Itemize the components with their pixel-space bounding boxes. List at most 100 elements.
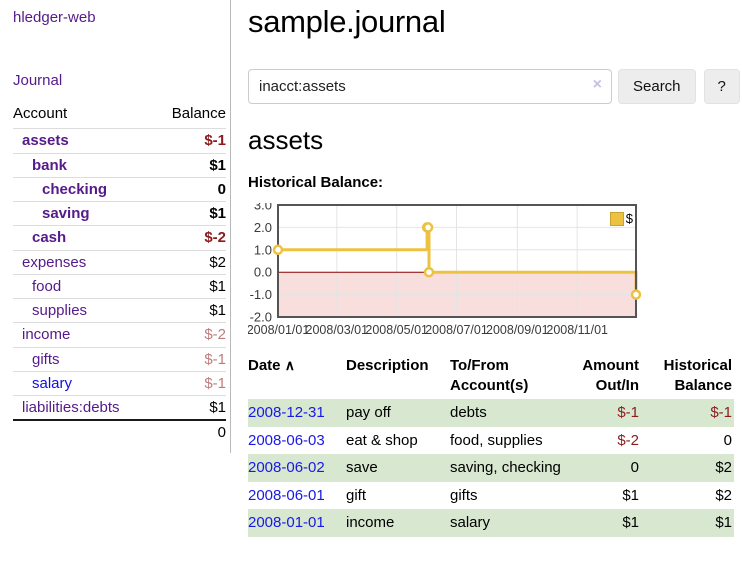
transaction-description: gift — [346, 486, 367, 504]
legend-label: $ — [625, 211, 633, 226]
account-row: supplies $1 — [13, 297, 226, 323]
series-swatch-icon — [609, 211, 624, 226]
transaction-accounts: food, supplies — [450, 431, 543, 449]
sidebar-account-link[interactable]: salary — [32, 374, 73, 392]
register-header-balance: Historical Balance — [663, 357, 732, 394]
transaction-date-link[interactable]: 2008-12-31 — [248, 404, 325, 421]
accounts-total-value: 0 — [154, 419, 226, 445]
transaction-accounts: salary — [450, 509, 570, 537]
transaction-row: 2008-06-02 save saving, checking 0 $2 — [248, 454, 734, 482]
transaction-accounts: gifts — [450, 486, 478, 504]
main-content: sample.journal × Search ? assets Histori… — [231, 0, 742, 537]
svg-text:-2.0: -2.0 — [250, 310, 272, 325]
sidebar-account-link[interactable]: cash — [32, 229, 67, 247]
transaction-date-link[interactable]: 2008-06-01 — [248, 486, 325, 504]
svg-text:2008/09/01: 2008/09/01 — [486, 323, 549, 337]
account-row: cash $-2 — [13, 225, 226, 250]
account-row: salary $-1 — [13, 370, 226, 396]
search-box: × — [248, 69, 612, 104]
app-title-link[interactable]: hledger-web — [13, 9, 96, 26]
transaction-description: save — [346, 454, 450, 482]
historical-balance-chart: 3.0 2.0 1.0 0.0 -1.0 -2.0 2008/01/01 2008/03/01… — [248, 203, 650, 339]
account-row: income $-2 — [13, 322, 226, 347]
register-header-description: Description — [346, 357, 429, 374]
svg-text:3.0: 3.0 — [254, 203, 272, 213]
clear-search-icon[interactable]: × — [592, 76, 602, 93]
account-name-cell: cash — [13, 225, 155, 250]
register-header-row: Date ∧ Description To/From Account(s) Am… — [248, 354, 734, 399]
account-name-cell: saving — [13, 200, 155, 226]
chart-legend: $ — [607, 210, 635, 227]
svg-text:2008/05/01: 2008/05/01 — [365, 323, 428, 337]
account-name-cell: income — [13, 322, 155, 347]
transaction-balance: $2 — [641, 454, 734, 482]
transaction-date-link[interactable]: 2008-06-02 — [248, 459, 325, 476]
transaction-row: 2008-01-01 income salary $1 $1 — [248, 509, 734, 537]
account-balance: $1 — [154, 297, 226, 323]
account-balance: $-2 — [154, 322, 226, 347]
sidebar-account-link[interactable]: gifts — [32, 350, 60, 368]
accounts-table: Account Balance assets $-1 bank $1 checking 0… — [13, 102, 226, 445]
sidebar-account-link[interactable]: assets — [22, 132, 69, 150]
account-name-cell: supplies — [13, 297, 155, 323]
transaction-date-cell: 2008-06-02 — [248, 454, 346, 482]
register-header-date-label: Date — [248, 357, 281, 374]
account-row: food $1 — [13, 273, 226, 299]
account-balance: $-1 — [154, 370, 226, 396]
transaction-amount: 0 — [570, 454, 641, 482]
sidebar-account-link[interactable]: food — [32, 277, 62, 295]
accounts-total-spacer — [13, 419, 155, 445]
svg-text:0.0: 0.0 — [254, 265, 272, 280]
hledger-web-app: hledger-web Journal Account Balance asse… — [0, 0, 742, 537]
transaction-date-link[interactable]: 2008-01-01 — [248, 514, 325, 531]
svg-text:2008/07/01: 2008/07/01 — [425, 323, 488, 337]
transaction-balance: $1 — [641, 509, 734, 537]
transaction-date-cell: 2008-06-03 — [248, 427, 346, 455]
svg-text:2008/01/01: 2008/01/01 — [248, 323, 309, 337]
search-button[interactable]: Search — [618, 69, 696, 104]
accounts-table-header-row: Account Balance — [13, 102, 226, 129]
account-heading: assets — [248, 125, 324, 155]
chart-title: Historical Balance: — [248, 174, 384, 191]
register-header-date[interactable]: Date ∧ — [248, 354, 346, 399]
accounts-header-account: Account — [13, 105, 68, 122]
sidebar-account-link[interactable]: checking — [42, 180, 108, 198]
account-name-cell: food — [13, 273, 155, 299]
account-row: bank $1 — [13, 152, 226, 178]
account-balance: $1 — [154, 273, 226, 299]
search-input[interactable] — [248, 69, 612, 104]
account-name-cell: checking — [13, 176, 155, 202]
transaction-row: 2008-06-03 eat & shop food, supplies $-2 0 — [248, 427, 734, 455]
account-balance: $2 — [154, 249, 226, 275]
svg-text:2.0: 2.0 — [254, 220, 272, 235]
transaction-description: eat & shop — [346, 431, 418, 449]
account-balance: 0 — [154, 176, 226, 202]
transaction-date-cell: 2008-12-31 — [248, 399, 346, 427]
account-row: gifts $-1 — [13, 346, 226, 372]
sidebar-item-journal[interactable]: Journal — [13, 72, 63, 89]
account-balance: $-2 — [154, 225, 226, 250]
transaction-amount: $-2 — [617, 431, 639, 449]
page-title: sample.journal — [248, 4, 446, 39]
sidebar-account-link[interactable]: expenses — [22, 253, 87, 271]
register-header-amount: Amount Out/In — [582, 357, 639, 394]
sidebar-account-link[interactable]: supplies — [32, 302, 88, 319]
transaction-balance: 0 — [723, 431, 732, 449]
sidebar: hledger-web Journal Account Balance asse… — [0, 0, 231, 453]
help-button[interactable]: ? — [703, 69, 740, 104]
account-balance: $1 — [154, 395, 226, 421]
sidebar-account-link[interactable]: saving — [42, 205, 90, 222]
sidebar-account-link[interactable]: income — [22, 326, 71, 344]
account-row: assets $-1 — [13, 128, 226, 153]
register-header-accounts: To/From Account(s) — [450, 357, 529, 394]
account-row: liabilities:debts $1 — [13, 395, 226, 421]
account-balance: $1 — [154, 200, 226, 226]
transaction-accounts: saving, checking — [450, 454, 570, 482]
sidebar-account-link[interactable]: liabilities:debts — [22, 399, 120, 416]
register-table: Date ∧ Description To/From Account(s) Am… — [248, 354, 734, 537]
sidebar-account-link[interactable]: bank — [32, 156, 68, 174]
transaction-amount: $1 — [570, 509, 641, 537]
account-row: saving $1 — [13, 200, 226, 226]
transaction-date-link[interactable]: 2008-06-03 — [248, 431, 325, 449]
transaction-date-cell: 2008-01-01 — [248, 509, 346, 537]
